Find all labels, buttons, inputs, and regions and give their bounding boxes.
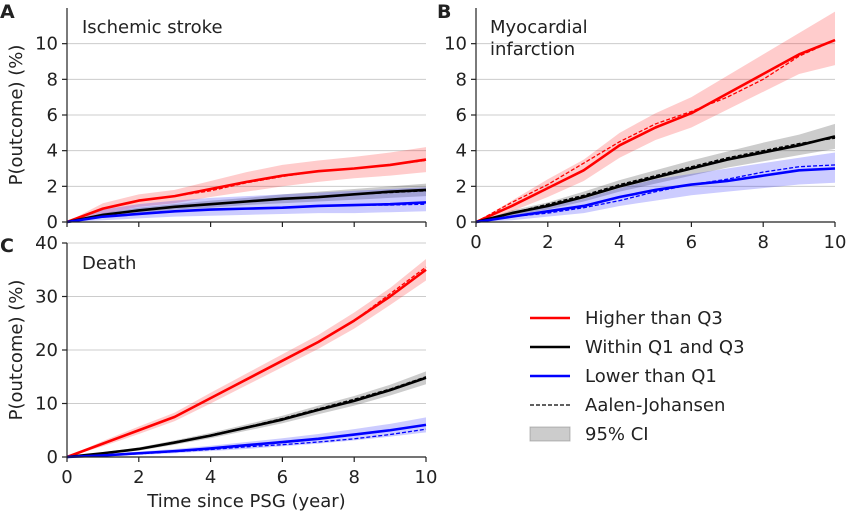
x-tick-label: 6 xyxy=(686,232,697,253)
legend-label: Within Q1 and Q3 xyxy=(585,337,745,358)
x-tick-label: 8 xyxy=(757,232,768,253)
x-tick-label: 4 xyxy=(205,467,216,488)
legend-label: Aalen-Johansen xyxy=(585,395,725,416)
panel-title: infarction xyxy=(490,39,575,60)
y-tick-label: 10 xyxy=(35,394,58,415)
y-tick-label: 20 xyxy=(35,340,58,361)
legend-item-within: Within Q1 and Q3 xyxy=(530,337,745,358)
x-tick-label: 8 xyxy=(348,467,359,488)
panel-letter: A xyxy=(0,1,15,23)
y-tick-label: 6 xyxy=(456,105,467,126)
y-tick-label: 8 xyxy=(47,69,58,90)
y-tick-label: 0 xyxy=(47,212,58,233)
legend-label: 95% CI xyxy=(585,424,649,445)
x-tick-label: 10 xyxy=(415,467,438,488)
panel-title: Myocardial xyxy=(490,17,588,38)
x-tick-label: 0 xyxy=(470,232,481,253)
x-tick-label: 0 xyxy=(61,467,72,488)
x-tick-label: 2 xyxy=(542,232,553,253)
y-tick-label: 10 xyxy=(35,34,58,55)
panel-title: Death xyxy=(82,253,136,274)
legend-item-aj: Aalen-Johansen xyxy=(530,395,725,416)
y-tick-label: 4 xyxy=(47,141,58,162)
y-axis-label: P(outcome) (%) xyxy=(6,280,27,421)
x-tick-label: 6 xyxy=(277,467,288,488)
ci-band-high xyxy=(476,11,835,223)
x-axis-label: Time since PSG (year) xyxy=(146,491,345,512)
x-tick-label: 4 xyxy=(614,232,625,253)
x-tick-label: 2 xyxy=(133,467,144,488)
x-tick-label: 10 xyxy=(824,232,847,253)
ci-band-lower xyxy=(476,152,835,222)
legend-label: Higher than Q3 xyxy=(585,308,723,329)
ci-band-high xyxy=(67,147,426,222)
panel-a: 0 2 4 6 8 10 A Ischemic stroke P(outcome) (%) xyxy=(0,1,427,233)
y-tick-label: 30 xyxy=(35,287,58,308)
legend-item-ci: 95% CI xyxy=(529,424,649,445)
y-tick-label: 2 xyxy=(47,176,58,197)
ci-band-lower xyxy=(67,417,426,457)
aj-line-high xyxy=(475,39,836,223)
y-axis-label: P(outcome) (%) xyxy=(6,45,27,186)
ci-band-within xyxy=(67,183,426,222)
panel-c: 0 10 20 30 40 0 2 4 6 8 10 C Death P(outcome) (%) Time… xyxy=(0,233,437,512)
y-tick-label: 0 xyxy=(47,447,58,468)
panel-letter: C xyxy=(0,235,14,257)
y-tick-label: 0 xyxy=(456,212,467,233)
ci-band-within xyxy=(476,123,835,222)
legend-item-high: Higher than Q3 xyxy=(530,308,723,329)
legend: Higher than Q3 Within Q1 and Q3 Lower than… xyxy=(529,308,745,445)
panel-title: Ischemic stroke xyxy=(82,17,223,38)
y-tick-label: 4 xyxy=(456,141,467,162)
y-tick-label: 2 xyxy=(456,176,467,197)
panel-letter: B xyxy=(437,1,451,23)
y-tick-label: 40 xyxy=(35,233,58,254)
y-tick-label: 8 xyxy=(456,69,467,90)
legend-item-lower: Lower than Q1 xyxy=(530,366,717,387)
y-tick-label: 10 xyxy=(444,34,467,55)
legend-swatch-ci xyxy=(529,426,571,442)
y-tick-label: 6 xyxy=(47,105,58,126)
legend-label: Lower than Q1 xyxy=(585,366,717,387)
